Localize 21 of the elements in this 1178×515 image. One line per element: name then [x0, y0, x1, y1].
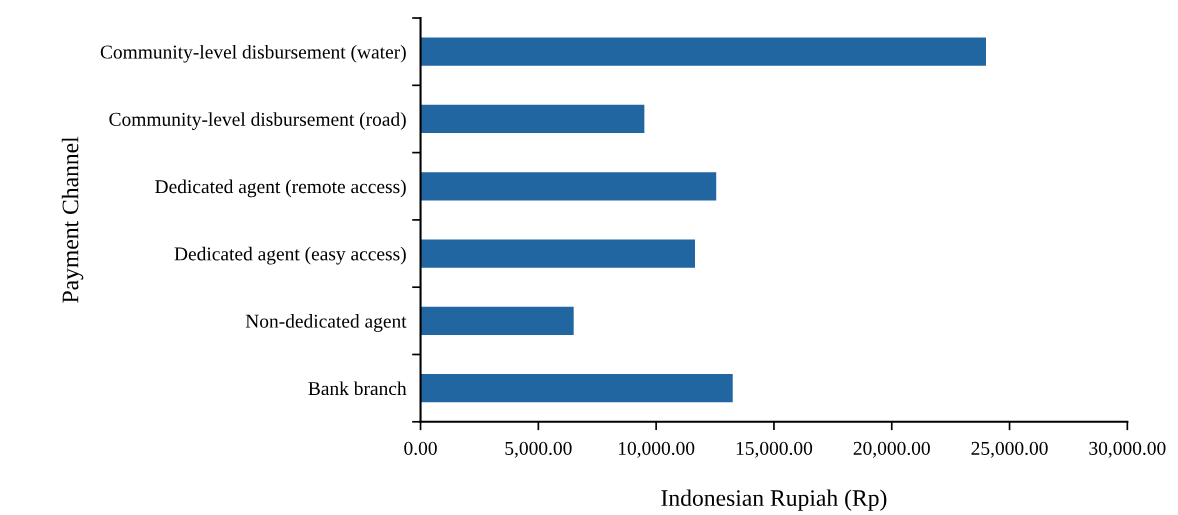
y-tick-label: Bank branch [308, 381, 407, 396]
y-tick-label: Community-level disbursement (water) [100, 44, 406, 63]
x-tick-label: 0.00 [404, 441, 437, 455]
bar [420, 37, 986, 66]
bar [420, 104, 645, 134]
x-tick-label: 10,000.00 [618, 441, 695, 458]
y-tick-label: Community-level disbursement (road) [109, 112, 406, 130]
bar [420, 239, 696, 268]
bar [420, 306, 574, 335]
x-tick-label: 20,000.00 [853, 441, 930, 458]
x-tick-label: 15,000.00 [736, 441, 813, 458]
x-axis-title: Indonesian Rupiah (Rp) [661, 489, 887, 511]
y-tick-label: Dedicated agent (remote access) [155, 179, 406, 198]
y-axis-title: Payment Channel [61, 136, 84, 303]
y-tick-label: Dedicated agent (easy access) [174, 246, 406, 265]
x-tick-label: 30,000.00 [1089, 441, 1166, 458]
bar [420, 172, 717, 201]
bar [420, 374, 733, 403]
x-tick-label: 25,000.00 [971, 441, 1048, 458]
x-tick-label: 5,000.00 [505, 441, 572, 458]
y-tick-label: Non-dedicated agent [245, 314, 407, 332]
